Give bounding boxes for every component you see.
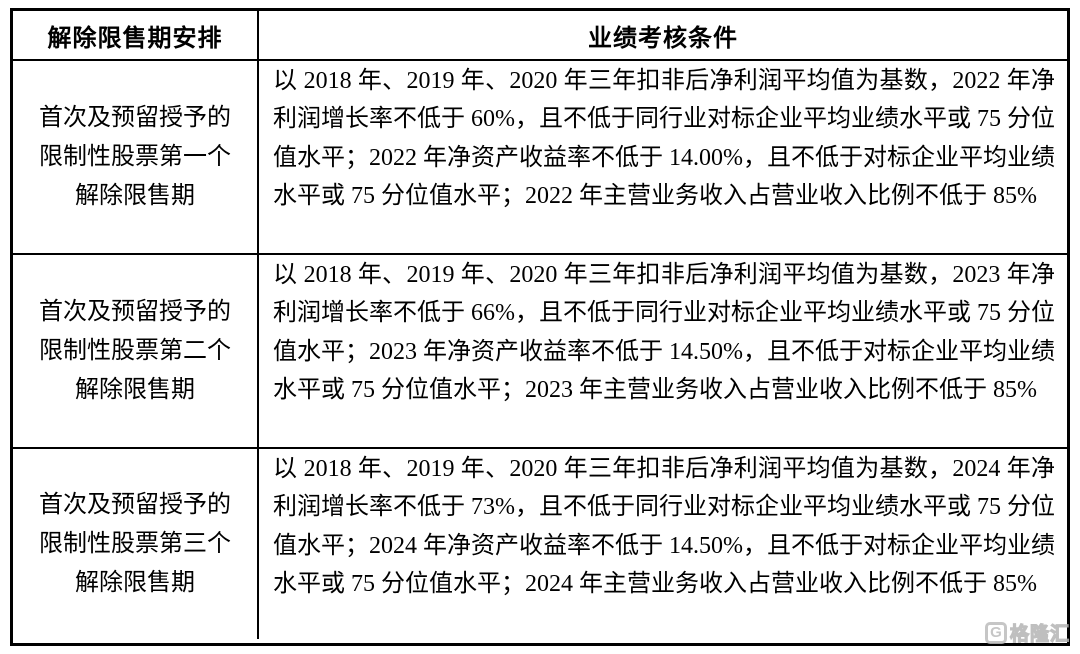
table-cell-condition-2: 以 2018 年、2019 年、2020 年三年扣非后净利润平均值为基数，202…	[273, 262, 1055, 404]
period-line: 解除限售期	[75, 376, 195, 403]
table-cell-period-1: 首次及预留授予的 限制性股票第一个 解除限售期	[13, 61, 259, 253]
table-cell-condition-1: 以 2018 年、2019 年、2020 年三年扣非后净利润平均值为基数，202…	[273, 68, 1055, 210]
period-line: 限制性股票第三个	[39, 530, 231, 557]
table-header-row: 解除限售期安排 业绩考核条件	[13, 11, 1067, 59]
column-header-period: 解除限售期安排	[13, 11, 259, 59]
vesting-conditions-table: 解除限售期安排 业绩考核条件 首次及预留授予的 限制性股票第一个 解除限售期 以…	[10, 8, 1070, 646]
gelonghui-logo-icon: G	[984, 621, 1007, 644]
table-row: 首次及预留授予的 限制性股票第一个 解除限售期 以 2018 年、2019 年、…	[13, 59, 1067, 253]
period-line: 限制性股票第一个	[39, 143, 231, 170]
watermark: G 格隆汇	[984, 619, 1070, 646]
table-row: 首次及预留授予的 限制性股票第二个 解除限售期 以 2018 年、2019 年、…	[13, 253, 1067, 447]
table-cell-period-3: 首次及预留授予的 限制性股票第三个 解除限售期	[13, 449, 259, 639]
watermark-text: 格隆汇	[1009, 623, 1070, 645]
period-line: 解除限售期	[75, 182, 195, 209]
table-cell-condition-3: 以 2018 年、2019 年、2020 年三年扣非后净利润平均值为基数，202…	[273, 456, 1055, 598]
period-line: 首次及预留授予的	[39, 298, 231, 325]
period-line: 首次及预留授予的	[39, 491, 231, 518]
table-row: 首次及预留授予的 限制性股票第三个 解除限售期 以 2018 年、2019 年、…	[13, 447, 1067, 639]
period-line: 限制性股票第二个	[39, 337, 231, 364]
column-header-condition: 业绩考核条件	[588, 25, 738, 52]
period-line: 首次及预留授予的	[39, 104, 231, 131]
table-cell-period-2: 首次及预留授予的 限制性股票第二个 解除限售期	[13, 255, 259, 447]
period-line: 解除限售期	[75, 569, 195, 596]
